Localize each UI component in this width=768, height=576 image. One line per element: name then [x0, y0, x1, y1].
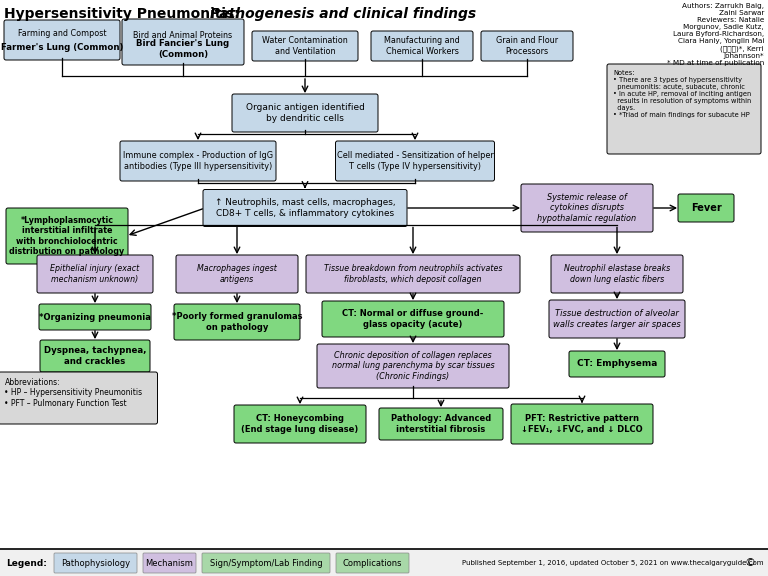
Text: Chronic deposition of collagen replaces
normal lung parenchyma by scar tissues
(: Chronic deposition of collagen replaces …: [332, 351, 495, 381]
Text: Published September 1, 2016, updated October 5, 2021 on www.thecalgaryguide.com: Published September 1, 2016, updated Oct…: [462, 560, 763, 566]
Text: CT: Emphysema: CT: Emphysema: [577, 359, 657, 369]
Text: Epithelial injury (exact
mechanism unknown): Epithelial injury (exact mechanism unkno…: [51, 264, 140, 284]
Text: Pathology: Advanced
interstitial fibrosis: Pathology: Advanced interstitial fibrosi…: [391, 414, 491, 434]
FancyBboxPatch shape: [569, 351, 665, 377]
Text: Pathophysiology: Pathophysiology: [61, 559, 130, 567]
FancyBboxPatch shape: [202, 553, 330, 573]
Text: ©: ©: [744, 558, 756, 568]
FancyBboxPatch shape: [371, 31, 473, 61]
Text: ↑ Neutrophils, mast cells, macrophages,
CD8+ T cells, & inflammatory cytokines: ↑ Neutrophils, mast cells, macrophages, …: [215, 198, 396, 218]
FancyBboxPatch shape: [551, 255, 683, 293]
Text: *Lymphoplasmocytic
interstitial infiltrate
with bronchiolocentric
distribution o: *Lymphoplasmocytic interstitial infiltra…: [9, 216, 124, 256]
Text: Neutrophil elastase breaks
down lung elastic fibers: Neutrophil elastase breaks down lung ela…: [564, 264, 670, 284]
FancyBboxPatch shape: [317, 344, 509, 388]
FancyBboxPatch shape: [40, 340, 150, 372]
FancyBboxPatch shape: [4, 20, 120, 60]
FancyBboxPatch shape: [120, 141, 276, 181]
FancyBboxPatch shape: [678, 194, 734, 222]
FancyBboxPatch shape: [511, 404, 653, 444]
Text: Bird and Animal Proteins: Bird and Animal Proteins: [134, 31, 233, 40]
Text: *Organizing pneumonia: *Organizing pneumonia: [39, 313, 151, 321]
Text: Immune complex - Production of IgG
antibodies (Type III hypersensitivity): Immune complex - Production of IgG antib…: [123, 151, 273, 170]
Text: Grain and Flour
Processors: Grain and Flour Processors: [496, 36, 558, 56]
FancyBboxPatch shape: [306, 255, 520, 293]
Text: Tissue breakdown from neutrophils activates
fibroblasts, which deposit collagen: Tissue breakdown from neutrophils activa…: [324, 264, 502, 284]
Text: Organic antigen identified
by dendritic cells: Organic antigen identified by dendritic …: [246, 103, 365, 123]
FancyBboxPatch shape: [54, 553, 137, 573]
Text: Fever: Fever: [690, 203, 721, 213]
FancyBboxPatch shape: [176, 255, 298, 293]
FancyBboxPatch shape: [234, 405, 366, 443]
Text: Notes:
• There are 3 types of hypersensitivity
  pneumonitis: acute, subacute, c: Notes: • There are 3 types of hypersensi…: [613, 70, 751, 118]
FancyBboxPatch shape: [39, 304, 151, 330]
FancyBboxPatch shape: [322, 301, 504, 337]
FancyBboxPatch shape: [174, 304, 300, 340]
Text: Macrophages ingest
antigens: Macrophages ingest antigens: [197, 264, 277, 284]
FancyBboxPatch shape: [607, 64, 761, 154]
Text: Hypersensitivity Pneumonitis:: Hypersensitivity Pneumonitis:: [4, 7, 245, 21]
FancyBboxPatch shape: [143, 553, 196, 573]
FancyBboxPatch shape: [0, 372, 157, 424]
FancyBboxPatch shape: [37, 255, 153, 293]
Text: CT: Honeycombing
(End stage lung disease): CT: Honeycombing (End stage lung disease…: [241, 414, 359, 434]
Text: Farming and Compost: Farming and Compost: [18, 28, 106, 37]
Text: Mechanism: Mechanism: [146, 559, 194, 567]
FancyBboxPatch shape: [6, 208, 128, 264]
FancyBboxPatch shape: [379, 408, 503, 440]
Text: Pathogenesis and clinical findings: Pathogenesis and clinical findings: [210, 7, 476, 21]
Text: Authors: Zarrukh Baig,
Zaini Sarwar
Reviewers: Natalie
Morgunov, Sadie Kutz,
Lau: Authors: Zarrukh Baig, Zaini Sarwar Revi…: [667, 3, 764, 66]
FancyBboxPatch shape: [203, 190, 407, 226]
Text: Legend:: Legend:: [6, 559, 47, 567]
Text: Systemic release of
cytokines disrupts
hypothalamic regulation: Systemic release of cytokines disrupts h…: [538, 193, 637, 223]
Text: *Poorly formed granulomas
on pathology: *Poorly formed granulomas on pathology: [172, 312, 303, 332]
Text: Water Contamination
and Ventilation: Water Contamination and Ventilation: [262, 36, 348, 56]
FancyBboxPatch shape: [549, 300, 685, 338]
FancyBboxPatch shape: [0, 549, 768, 576]
Text: Sign/Symptom/Lab Finding: Sign/Symptom/Lab Finding: [210, 559, 323, 567]
Text: CT: Normal or diffuse ground-
glass opacity (acute): CT: Normal or diffuse ground- glass opac…: [343, 309, 484, 329]
Text: Cell mediated - Sensitization of helper
T cells (Type IV hypersensitivity): Cell mediated - Sensitization of helper …: [336, 151, 493, 170]
Text: Bird Fancier's Lung
(Common): Bird Fancier's Lung (Common): [137, 39, 230, 59]
Text: PFT: Restrictive pattern
↓FEV₁, ↓FVC, and ↓ DLCO: PFT: Restrictive pattern ↓FEV₁, ↓FVC, an…: [521, 414, 643, 434]
Text: Complications: Complications: [343, 559, 402, 567]
FancyBboxPatch shape: [336, 141, 495, 181]
FancyBboxPatch shape: [232, 94, 378, 132]
Text: Tissue destruction of alveolar
walls creates larger air spaces: Tissue destruction of alveolar walls cre…: [553, 309, 681, 329]
Text: Farmer's Lung (Common): Farmer's Lung (Common): [1, 43, 123, 51]
Text: Abbreviations:
• HP – Hypersensitivity Pneumonitis
• PFT – Pulmonary Function Te: Abbreviations: • HP – Hypersensitivity P…: [5, 378, 143, 408]
Text: Manufacturing and
Chemical Workers: Manufacturing and Chemical Workers: [384, 36, 460, 56]
Text: Dyspnea, tachypnea,
and crackles: Dyspnea, tachypnea, and crackles: [44, 346, 146, 366]
FancyBboxPatch shape: [336, 553, 409, 573]
FancyBboxPatch shape: [252, 31, 358, 61]
FancyBboxPatch shape: [521, 184, 653, 232]
FancyBboxPatch shape: [122, 19, 244, 65]
FancyBboxPatch shape: [481, 31, 573, 61]
